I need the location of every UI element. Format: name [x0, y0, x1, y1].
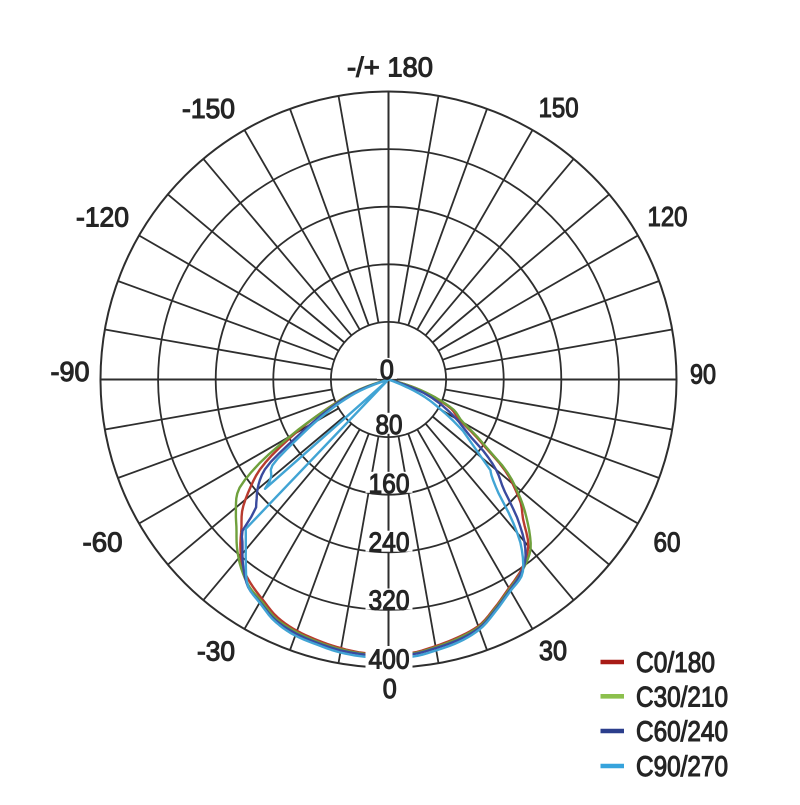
svg-text:-120: -120	[76, 202, 129, 233]
svg-text:320: 320	[369, 585, 410, 616]
svg-text:-90: -90	[51, 356, 90, 387]
svg-text:-60: -60	[83, 527, 123, 558]
svg-text:80: 80	[376, 409, 403, 440]
svg-text:C30/210: C30/210	[636, 681, 728, 713]
svg-text:30: 30	[539, 635, 567, 666]
svg-text:C90/270: C90/270	[636, 751, 728, 783]
svg-text:-150: -150	[182, 93, 235, 124]
svg-text:60: 60	[654, 527, 681, 558]
svg-text:0: 0	[380, 354, 394, 385]
svg-text:C60/240: C60/240	[636, 716, 728, 748]
svg-text:-/+ 180: -/+ 180	[347, 52, 433, 83]
svg-text:240: 240	[369, 527, 410, 558]
svg-text:C0/180: C0/180	[636, 647, 715, 679]
svg-text:160: 160	[369, 468, 410, 499]
svg-text:400: 400	[369, 644, 410, 675]
svg-text:90: 90	[690, 358, 716, 389]
svg-text:0: 0	[383, 673, 397, 704]
svg-text:150: 150	[539, 92, 579, 123]
svg-text:-30: -30	[197, 636, 235, 667]
svg-text:120: 120	[648, 201, 688, 232]
